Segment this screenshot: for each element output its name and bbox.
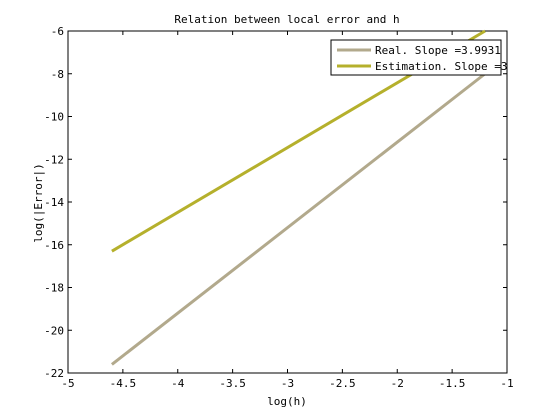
series-line-1 (110, 72, 486, 366)
y-tick-label: -6 (51, 25, 64, 38)
x-tick-label: -3 (281, 377, 294, 390)
x-axis-title: log(h) (267, 395, 307, 408)
x-tick-label: -1.5 (439, 377, 466, 390)
y-tick-label: -20 (44, 324, 64, 337)
y-tick-label: -16 (44, 239, 64, 252)
y-axis-title: log(|Error|) (32, 163, 45, 242)
y-tick-label: -22 (44, 367, 64, 380)
y-tick-label: -18 (44, 282, 64, 295)
axes (67, 30, 508, 374)
y-tick-label: -12 (44, 153, 64, 166)
x-tick-label: -4 (171, 377, 185, 390)
legend: Real. Slope =3.9931 Estimation. Slope =3 (330, 39, 507, 76)
y-tick-label: -8 (51, 68, 64, 81)
x-tick-label: -5 (61, 377, 74, 390)
plot-area-frame (67, 30, 508, 374)
legend-label-2: Estimation. Slope =3 (375, 60, 507, 73)
y-tick-label: -14 (44, 196, 64, 209)
x-tick-label: -1 (500, 377, 513, 390)
x-tick-label: -3.5 (219, 377, 246, 390)
chart-title: Relation between local error and h (174, 13, 399, 26)
ticks: -5 -4.5 -4 -3.5 -3 -2.5 -2 -1.5 -1 -22 -20 -18 -16 -1… (44, 25, 514, 390)
x-tick-label: -2.5 (329, 377, 356, 390)
x-tick-label: -4.5 (110, 377, 137, 390)
y-tick-label: -10 (44, 111, 64, 124)
legend-label-1: Real. Slope =3.9931 (375, 44, 501, 57)
x-tick-label: -2 (391, 377, 404, 390)
legend-box (330, 39, 502, 76)
